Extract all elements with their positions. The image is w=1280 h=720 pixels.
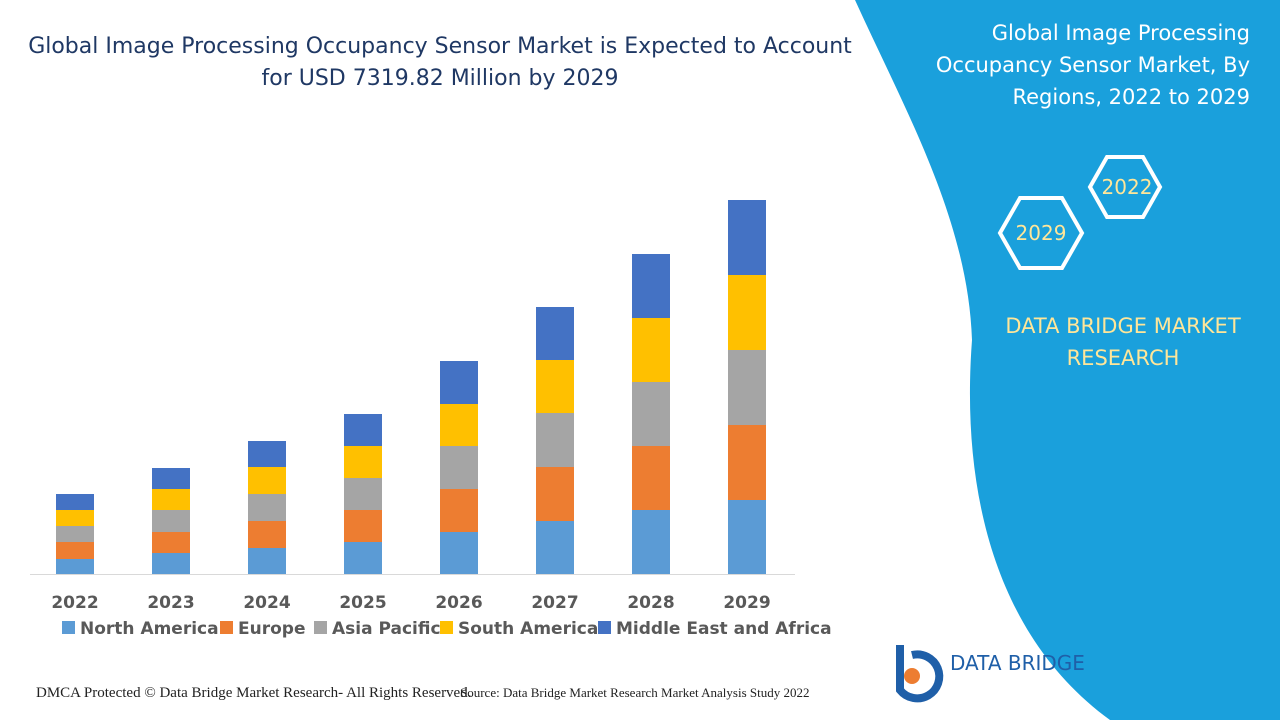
bar-segment (344, 414, 382, 446)
bar-segment (728, 275, 766, 350)
bar-segment (440, 404, 478, 446)
logo-text: DATA BRIDGE (950, 651, 1085, 675)
bar-segment (248, 441, 286, 467)
legend-label: North America (80, 619, 219, 639)
bar-segment (536, 307, 574, 360)
bar-segment (440, 489, 478, 532)
legend-label: Europe (238, 619, 305, 639)
logo-mark (896, 645, 944, 703)
bar-segment (728, 200, 766, 275)
hexagon (997, 196, 1085, 270)
legend-swatch (220, 621, 233, 634)
legend-label: Middle East and Africa (616, 619, 832, 639)
bar-segment (536, 360, 574, 413)
bar-segment (344, 446, 382, 478)
bar-segment (248, 494, 286, 521)
brand-text: DATA BRIDGE MARKET (1005, 314, 1240, 338)
panel-title: Global Image Processing (992, 21, 1250, 45)
legend-swatch (440, 621, 453, 634)
bar-segment (248, 521, 286, 548)
x-tick-label: 2027 (531, 593, 578, 613)
bar-segment (152, 468, 190, 489)
x-tick-label: 2025 (339, 593, 386, 613)
hex-label: 2029 (1016, 221, 1067, 245)
bar-segment (440, 446, 478, 489)
bar-segment (536, 413, 574, 467)
legend-label: South America (458, 619, 598, 639)
logo-mark (904, 668, 920, 684)
bar-segment (536, 521, 574, 574)
bar-segment (344, 478, 382, 510)
bar-segment (152, 510, 190, 532)
chart-title: for USD 7319.82 Million by 2029 (261, 66, 618, 91)
x-tick-label: 2022 (51, 593, 98, 613)
legend-swatch (598, 621, 611, 634)
bar-segment (440, 361, 478, 404)
bar-segment (536, 467, 574, 521)
bar-segment (632, 254, 670, 318)
bar-segment (56, 494, 94, 510)
bar-segment (632, 318, 670, 382)
bar-segment (56, 510, 94, 526)
legend-swatch (62, 621, 75, 634)
bar-segment (344, 542, 382, 574)
panel-title: Regions, 2022 to 2029 (1012, 85, 1250, 109)
side-panel (855, 0, 1280, 720)
footer-right: Source: Data Bridge Market Research Mark… (460, 685, 809, 700)
bar-segment (728, 350, 766, 425)
bar-segment (440, 532, 478, 574)
x-tick-label: 2026 (435, 593, 482, 613)
panel-title: Occupancy Sensor Market, By (936, 53, 1250, 77)
bar-segment (152, 489, 190, 510)
chart-title: Global Image Processing Occupancy Sensor… (28, 34, 852, 59)
bar-segment (152, 553, 190, 574)
legend-label: Asia Pacific (332, 619, 441, 639)
bar-segment (632, 446, 670, 510)
x-tick-label: 2024 (243, 593, 290, 613)
bar-segment (728, 500, 766, 574)
bar-segment (248, 548, 286, 574)
hexagon (1087, 155, 1163, 219)
hex-label: 2022 (1102, 175, 1153, 199)
bar-segment (56, 542, 94, 559)
x-tick-label: 2029 (723, 593, 770, 613)
bar-segment (632, 382, 670, 446)
bar-segment (632, 510, 670, 574)
x-tick-label: 2028 (627, 593, 674, 613)
brand-text: RESEARCH (1067, 346, 1180, 370)
legend-swatch (314, 621, 327, 634)
bar-segment (344, 510, 382, 542)
x-tick-label: 2023 (147, 593, 194, 613)
bar-segment (248, 467, 286, 494)
bar-segment (152, 532, 190, 553)
bar-segment (56, 526, 94, 542)
bar-segment (728, 425, 766, 500)
bar-segment (56, 559, 94, 574)
footer-left: DMCA Protected © Data Bridge Market Rese… (36, 685, 471, 701)
